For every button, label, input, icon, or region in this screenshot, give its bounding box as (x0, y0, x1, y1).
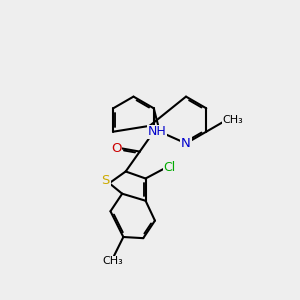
Text: NH: NH (147, 125, 166, 138)
Text: N: N (181, 137, 191, 150)
Text: Cl: Cl (164, 161, 176, 174)
Text: CH₃: CH₃ (223, 115, 244, 125)
Text: CH₃: CH₃ (102, 256, 123, 266)
Text: O: O (111, 142, 122, 154)
Text: S: S (101, 174, 110, 187)
